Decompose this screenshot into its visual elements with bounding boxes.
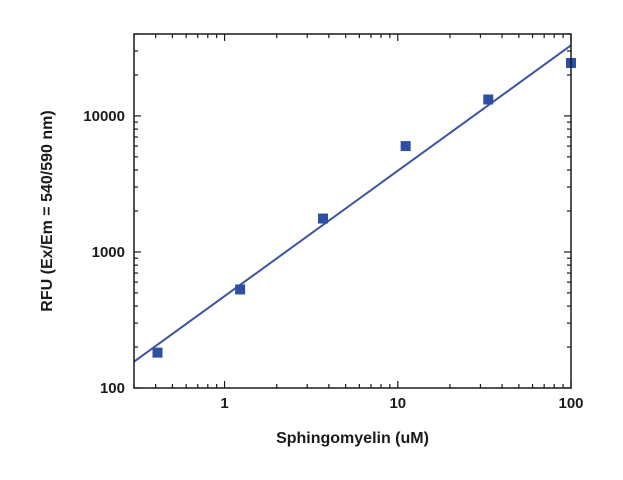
data-points — [152, 57, 576, 358]
data-point — [400, 141, 411, 152]
fit-line — [133, 44, 572, 363]
x-tick-label: 100 — [558, 395, 583, 412]
y-axis-title: RFU (Ex/Em = 540/590 nm) — [39, 110, 56, 311]
x-tick-label: 1 — [220, 395, 228, 412]
data-point — [235, 284, 246, 295]
y-tick-label: 10000 — [83, 108, 125, 125]
x-axis-title: Sphingomyelin (uM) — [276, 430, 429, 447]
y-tick-label: 100 — [100, 380, 125, 397]
y-tick-label: 1000 — [92, 244, 125, 261]
data-point — [152, 347, 163, 358]
ticks-layer: 1 10 100 100 1000 10000 — [83, 33, 584, 412]
plot-frame — [133, 33, 572, 389]
data-point — [483, 94, 494, 105]
data-point — [317, 213, 328, 224]
x-tick-label: 10 — [389, 395, 406, 412]
